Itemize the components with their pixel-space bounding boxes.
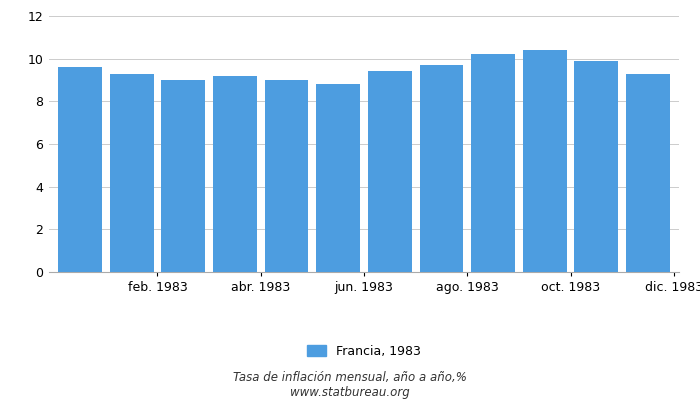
Bar [58,67,102,272]
Text: www.statbureau.org: www.statbureau.org [290,386,410,399]
Bar [110,74,153,272]
Bar [265,80,309,272]
Bar [368,72,412,272]
Bar [575,61,618,272]
Bar [626,74,670,272]
Legend: Francia, 1983: Francia, 1983 [302,340,426,363]
Bar [419,65,463,272]
Bar [161,80,205,272]
Bar [523,50,567,272]
Bar [213,76,257,272]
Bar [471,54,515,272]
Text: Tasa de inflación mensual, año a año,%: Tasa de inflación mensual, año a año,% [233,372,467,384]
Bar [316,84,360,272]
